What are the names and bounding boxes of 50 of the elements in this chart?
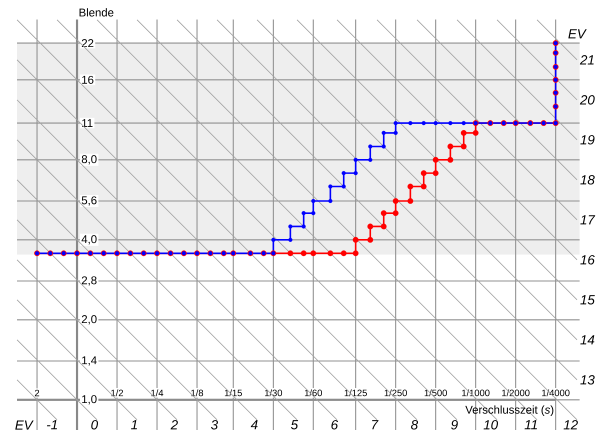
y-tick-label: 2,0 [82,315,97,324]
series-label: 17 [580,215,596,224]
x-tick-label: 1/60 [304,389,322,396]
series-label: 3 [210,420,218,430]
x-tick-label: 1/30 [264,389,282,396]
series-label: 13 [580,375,595,385]
series-label: 12 [564,420,578,430]
x-tick-label: 1/15 [224,389,242,396]
y-tick-label: 1,0 [82,395,97,404]
x-tick-label: 1/4 [151,389,164,396]
series-label: 0 [91,420,98,430]
series-label: 5 [290,420,298,430]
series-label: 9 [451,420,458,430]
y-tick-label: 8,0 [82,155,97,164]
y-tick-label: 16 [82,76,94,84]
annotation: EV [568,29,587,38]
y-tick-label: 4,0 [82,235,97,244]
x-tick-label: 1/8 [191,389,204,396]
y-tick-label: 2,8 [82,276,97,286]
x-tick-label: 1/2000 [502,389,530,396]
x-tick-label: 1/1000 [462,389,490,396]
series-label: 14 [580,335,594,344]
series-label: 1 [131,420,137,430]
x-tick-label: 1/4000 [542,389,570,396]
series-label: 20 [580,95,595,105]
series-label: -1 [46,420,57,430]
series-label: 19 [580,135,595,145]
series-label: 21 [580,55,594,64]
x-axis-title: Verschlusszeit (s) [465,405,554,416]
y-tick-label: 11 [82,119,93,127]
y-tick-label: 5,6 [82,196,97,206]
y-axis-title: Blende [80,8,114,17]
x-tick-label: 1/125 [344,389,367,396]
x-tick-label: 1/250 [384,389,407,396]
x-tick-label: 1/2 [111,389,124,396]
series-label: 15 [580,295,595,304]
x-tick-label: 1/500 [424,389,447,396]
series-label: 7 [372,420,379,430]
x-tick-label: 2 [34,390,40,396]
annotation: EV [15,420,34,430]
y-tick-label: 1,4 [82,356,97,366]
series-label: 2 [170,420,178,430]
series-label: 11 [524,420,537,430]
series-label: 4 [250,420,258,430]
y-tick-label: 22 [82,39,94,48]
series-label: 18 [580,175,595,185]
series-label: 10 [484,420,498,430]
series-label: 8 [411,420,418,430]
series-label: 6 [331,420,338,430]
series-label: 16 [580,255,595,265]
